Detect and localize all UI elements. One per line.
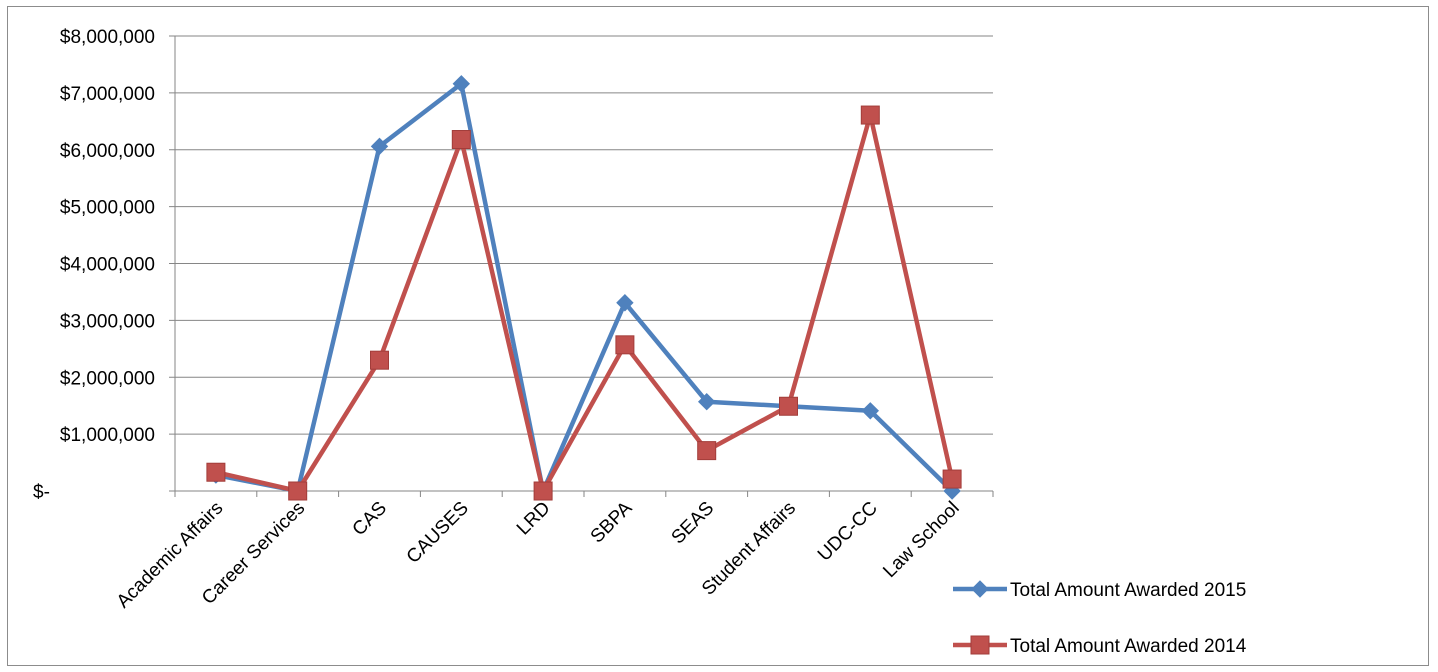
data-point-square xyxy=(697,441,717,461)
y-tick-label: $3,000,000 xyxy=(60,311,155,332)
y-tick-label: $1,000,000 xyxy=(60,425,155,446)
series-1 xyxy=(207,75,961,500)
x-tick-label: SBPA xyxy=(587,497,637,547)
series-line xyxy=(213,112,955,494)
data-point-diamond xyxy=(452,75,471,93)
x-tick-label: Law School xyxy=(879,498,963,582)
series-line xyxy=(213,81,955,494)
x-tick-label: LRD xyxy=(513,498,555,540)
series-2 xyxy=(206,105,962,501)
x-tick-label: CAUSES xyxy=(403,498,473,568)
data-point-square xyxy=(370,350,389,370)
axes xyxy=(169,35,994,497)
data-point-diamond xyxy=(616,294,634,312)
chart-area xyxy=(7,6,1429,666)
y-tick-label: $5,000,000 xyxy=(60,198,155,219)
y-tick-label: $2,000,000 xyxy=(60,368,155,389)
legend-label: Total Amount Awarded 2014 xyxy=(1010,636,1247,657)
series-layer xyxy=(206,75,962,501)
legend-item: Total Amount Awarded 2014 xyxy=(953,635,1247,657)
x-tick-label: UDC-CC xyxy=(814,498,882,566)
legend-label: Total Amount Awarded 2015 xyxy=(1010,580,1246,601)
data-point-square xyxy=(533,481,553,501)
x-tick-label: CAS xyxy=(349,498,391,540)
data-point-diamond xyxy=(697,392,716,411)
data-point-diamond xyxy=(370,137,389,156)
legend-swatch-marker xyxy=(970,635,990,655)
tick-labels: $- $1,000,000 $2,000,000 $3,000,000 $4,000,0… xyxy=(33,27,964,612)
data-point-square xyxy=(779,396,798,416)
data-point-square xyxy=(288,481,308,501)
legend: Total Amount Awarded 2015 Total Amount Aw… xyxy=(953,580,1247,657)
gridlines xyxy=(175,35,993,435)
x-tick-label: SEAS xyxy=(668,498,719,549)
data-point-diamond xyxy=(861,402,880,420)
data-point-square xyxy=(860,105,880,125)
y-tick-label: $8,000,000 xyxy=(60,27,155,48)
data-point-square xyxy=(206,462,226,482)
legend-item: Total Amount Awarded 2015 xyxy=(953,580,1246,601)
data-point-square xyxy=(451,130,471,150)
y-tick-label: $- xyxy=(33,482,50,503)
y-tick-label: $6,000,000 xyxy=(60,141,155,162)
data-point-square xyxy=(942,469,962,489)
legend-swatch-marker xyxy=(971,580,989,598)
y-tick-label: $4,000,000 xyxy=(60,255,155,276)
data-point-square xyxy=(615,335,635,355)
y-tick-label: $7,000,000 xyxy=(60,84,155,105)
